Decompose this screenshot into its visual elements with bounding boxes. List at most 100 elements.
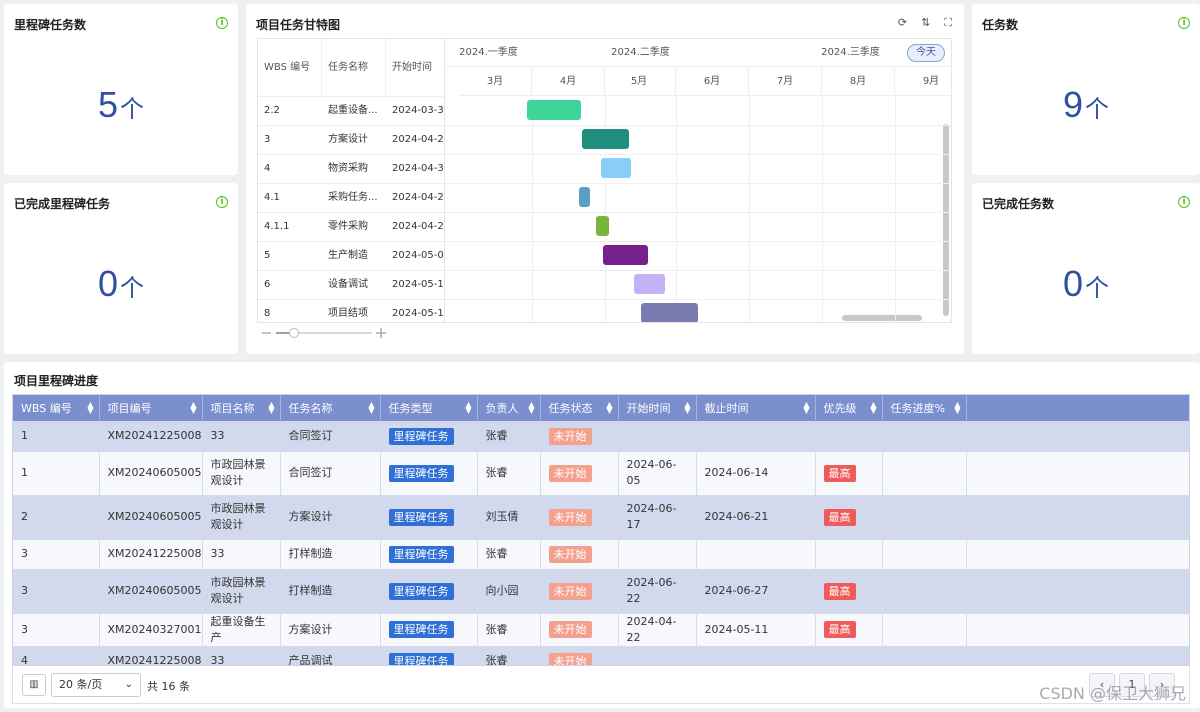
column-header[interactable]: 任务进度% ▲ ▼	[882, 395, 967, 421]
gantt-bar[interactable]	[579, 187, 590, 207]
cell-wbs: 1	[13, 420, 100, 451]
column-header[interactable]: 截止时间 ▲ ▼	[696, 395, 816, 421]
fullscreen-icon[interactable]: ⛶	[944, 16, 952, 29]
cell-status: 未开始	[540, 494, 619, 539]
gantt-bar[interactable]	[601, 158, 631, 178]
cell-task: 打样制造	[280, 568, 381, 613]
gantt-row[interactable]: 4.1.1 零件采购 2024-04-28	[258, 212, 445, 241]
sort-icon[interactable]: ⇅	[921, 16, 931, 29]
horizontal-scrollbar[interactable]	[842, 315, 922, 321]
column-header[interactable]: 开始时间 ▲ ▼	[618, 395, 697, 421]
month-header: 7月	[749, 67, 822, 96]
cell-progress	[882, 568, 967, 613]
table-row[interactable]: 3 XM20240605005 市政园林景观设计 打样制造 里程碑任务 向小园 未开始 202…	[13, 568, 1189, 613]
cell-progress	[882, 420, 967, 451]
cell-start: 2024-06-22	[618, 568, 697, 613]
cell-project: 市政园林景观设计	[202, 494, 281, 539]
stat-value: 5个	[97, 84, 145, 125]
column-settings-icon[interactable]: ▥	[22, 674, 46, 696]
info-icon[interactable]: i	[1178, 196, 1190, 208]
cell-task: 打样制造	[280, 538, 381, 569]
info-icon[interactable]: i	[216, 17, 228, 29]
month-header: 5月	[603, 67, 676, 96]
cell-priority	[815, 420, 883, 451]
col-start: 开始时间	[392, 62, 432, 73]
gantt-row[interactable]: 6 设备调试 2024-05-14	[258, 270, 445, 299]
refresh-icon[interactable]: ⟳	[897, 16, 908, 29]
gantt-task-name: 零件采购	[328, 221, 368, 232]
info-icon[interactable]: i	[216, 196, 228, 208]
cell-project: 33	[202, 420, 281, 451]
page-size-select[interactable]: 20 条/页 ⌄	[51, 673, 141, 697]
gantt-wbs: 4	[264, 163, 271, 174]
gantt-bar[interactable]	[603, 245, 648, 265]
cell-code: XM20240605005	[99, 568, 203, 613]
cell-start	[618, 420, 697, 451]
zoom-slider[interactable]	[260, 326, 390, 340]
gantt-start: 2024-04-21	[392, 192, 444, 203]
gantt-start: 2024-05-17	[392, 308, 444, 319]
cell-status: 未开始	[540, 612, 619, 646]
cell-priority	[815, 645, 883, 665]
table-row[interactable]: 2 XM20240605005 市政园林景观设计 方案设计 里程碑任务 刘玉倩 未开始 202…	[13, 494, 1189, 539]
gantt-bar[interactable]	[582, 129, 629, 149]
column-header[interactable]: 任务名称 ▲ ▼	[280, 395, 381, 421]
cell-spacer	[966, 538, 1189, 569]
column-header[interactable]: 项目编号 ▲ ▼	[99, 395, 203, 421]
next-page-button[interactable]: ›	[1149, 673, 1175, 697]
cell-wbs: 3	[13, 612, 100, 646]
cell-wbs: 3	[13, 568, 100, 613]
status-badge: 未开始	[548, 508, 592, 526]
table-row[interactable]: 1 XM20241225008 33 合同签订 里程碑任务 张睿 未开始	[13, 420, 1189, 451]
gantt-bar[interactable]	[527, 100, 581, 120]
current-page[interactable]: 1	[1119, 673, 1145, 697]
gantt-row[interactable]: 4 物资采购 2024-04-30	[258, 154, 445, 183]
cell-status: 未开始	[540, 568, 619, 613]
gantt-timeline: 今天 2024.一季度 2024.二季度 2024.三季度 3月 4月 5月 6月 7月 8月 9…	[445, 39, 951, 322]
gantt-row[interactable]: 3 方案设计 2024-04-22	[258, 125, 445, 154]
sort-icon: ▲ ▼	[190, 400, 197, 415]
type-badge: 里程碑任务	[388, 508, 454, 526]
cell-code: XM20240327001	[99, 612, 203, 646]
done-milestone-card: 已完成里程碑任务 i 0个	[4, 183, 238, 354]
info-icon[interactable]: i	[1178, 17, 1190, 29]
table-row[interactable]: 3 XM20240327001 起重设备生产 方案设计 里程碑任务 张睿 未开始 2024-0…	[13, 612, 1189, 646]
milestone-tasks-card: 里程碑任务数 i 5个	[4, 4, 238, 175]
gantt-row[interactable]: 8 项目结项 2024-05-17	[258, 299, 445, 322]
column-header[interactable]: WBS 编号 ▲ ▼	[13, 395, 100, 421]
prev-page-button[interactable]: ‹	[1089, 673, 1115, 697]
gantt-wbs: 5	[264, 250, 271, 261]
gantt-bar[interactable]	[641, 303, 698, 322]
table-row[interactable]: 3 XM20241225008 33 打样制造 里程碑任务 张睿 未开始	[13, 538, 1189, 569]
cell-type: 里程碑任务	[380, 645, 478, 665]
column-header[interactable]: 任务类型 ▲ ▼	[380, 395, 478, 421]
gantt-row[interactable]: 5 生产制造 2024-05-01	[258, 241, 445, 270]
gantt-row[interactable]: 4.1 采购任务... 2024-04-21	[258, 183, 445, 212]
gantt-wbs: 4.1.1	[264, 221, 290, 232]
column-header[interactable]: 项目名称 ▲ ▼	[202, 395, 281, 421]
gantt-wbs: 6	[264, 279, 271, 290]
table-row[interactable]: 4 XM20241225008 33 产品调试 里程碑任务 张睿 未开始	[13, 645, 1189, 665]
vertical-scrollbar[interactable]	[943, 124, 949, 316]
cell-progress	[882, 645, 967, 665]
gantt-task-name: 物资采购	[328, 163, 368, 174]
table-row[interactable]: 1 XM20240605005 市政园林景观设计 合同签订 里程碑任务 张睿 未开始 2024…	[13, 450, 1189, 495]
column-header[interactable]: 优先级 ▲ ▼	[815, 395, 883, 421]
gantt-bar[interactable]	[634, 274, 665, 294]
today-button[interactable]: 今天	[907, 44, 945, 62]
gantt-card: 项目任务甘特图 ⟳ ⇅ ⛶ WBS 编号 任务名称 开始时间 2.2 起重设备..…	[246, 4, 964, 354]
sort-icon: ▲ ▼	[528, 400, 535, 415]
card-title: 里程碑任务数	[14, 18, 87, 32]
cell-priority: 最高	[815, 450, 883, 495]
column-header[interactable]: 负责人 ▲ ▼	[477, 395, 541, 421]
gantt-chart: WBS 编号 任务名称 开始时间 2.2 起重设备... 2024-03-30 3 方案…	[257, 38, 952, 323]
gantt-bar[interactable]	[596, 216, 609, 236]
cell-spacer	[966, 494, 1189, 539]
column-header[interactable]: 任务状态 ▲ ▼	[540, 395, 619, 421]
gantt-row[interactable]: 2.2 起重设备... 2024-03-30	[258, 96, 445, 125]
cell-task: 合同签订	[280, 420, 381, 451]
cell-owner: 张睿	[477, 612, 541, 646]
card-title: 任务数	[982, 18, 1019, 32]
cell-priority: 最高	[815, 612, 883, 646]
gantt-start: 2024-04-28	[392, 221, 444, 232]
